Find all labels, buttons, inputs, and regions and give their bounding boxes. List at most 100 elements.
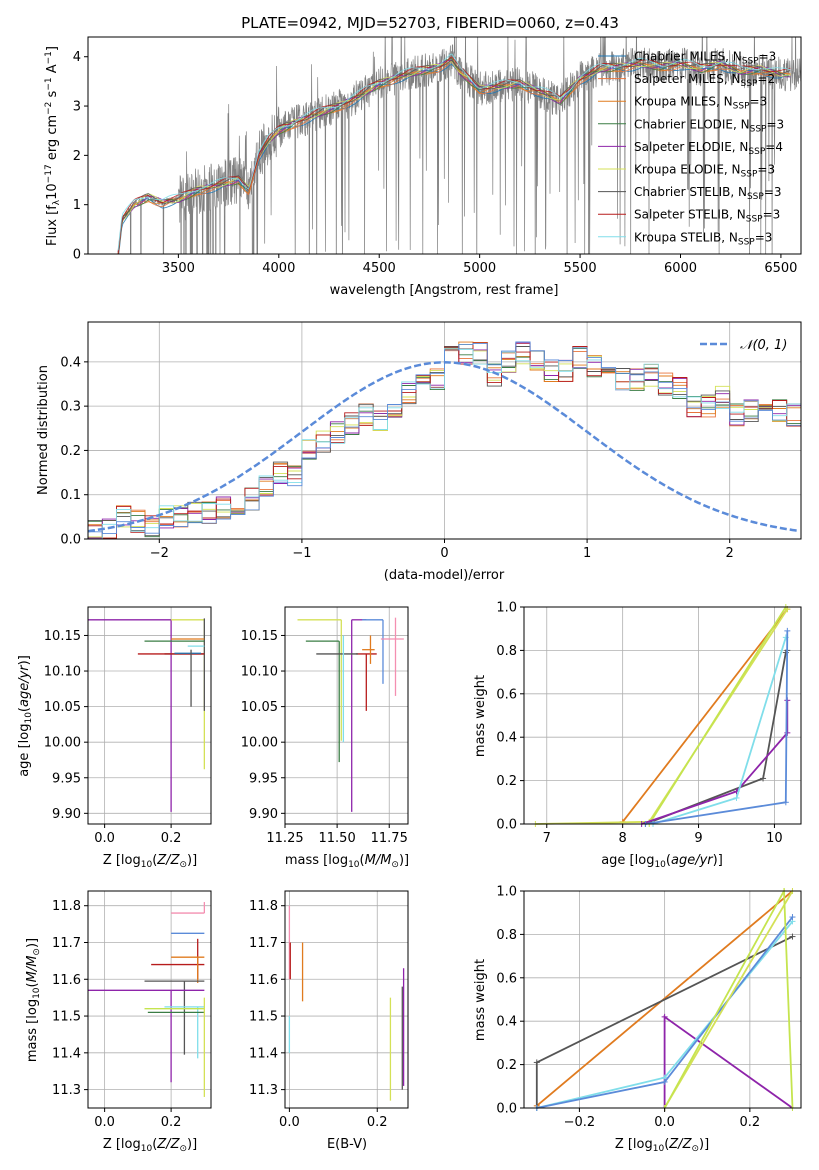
mass-vs-z-frame: [87, 890, 212, 1109]
x-tick-label: 0.0: [94, 1115, 115, 1130]
spectrum-xlabel: wavelength [Angstrom, rest frame]: [330, 283, 559, 298]
histogram-kroupa_miles: [88, 341, 801, 526]
y-tick-label: 11.7: [52, 936, 81, 951]
spectrum-ylabel: Flux [fλ10−17 erg cm−2 s−1 A−1]: [44, 46, 62, 246]
age-vs-z-frame: [87, 606, 212, 825]
x-tick-label: 11.50: [319, 831, 356, 846]
mass-vs-ebv-xlabel: E(B-V): [327, 1137, 367, 1152]
y-tick-label: 11.7: [249, 936, 278, 951]
x-tick-label: 6000: [664, 261, 697, 276]
x-tick-label: 7: [543, 831, 551, 846]
residuals-panel: −2 −1 0 1 2 0.0 0.1 0.2 0.3 0.4 (data-model)/erro…: [36, 321, 802, 583]
x-tick-label: 0.2: [740, 1115, 761, 1130]
legend-label-kroupa_miles: Kroupa MILES, NSSP=3: [634, 95, 767, 112]
age-vs-mass-xlabel: mass [log10(M/M⊙)]: [285, 853, 409, 870]
weight-line-kroupa_elodie: [535, 608, 789, 825]
weight-vs-z-panel: −0.2 0.0 0.2 0.0 0.2 0.4 0.6 0.8 1.0 Z [log10(Z/…: [473, 885, 802, 1154]
legend-label-chabrier_elodie: Chabrier ELODIE, NSSP=3: [634, 117, 784, 134]
errorbars: [88, 902, 206, 1097]
legend-subscript: SSP: [741, 79, 758, 89]
mass-vs-ebv-panel: 0.0 0.2 11.3 11.4 11.5 11.6 11.7 11.8 E(B-V): [249, 890, 409, 1152]
legend-suffix: =4: [765, 140, 783, 154]
histogram-salpeter_stelib: [88, 342, 801, 539]
x-tick-label: 4500: [363, 261, 396, 276]
model-line-chabrier_stelib: [117, 60, 791, 254]
y-tick-label: 11.4: [52, 1046, 81, 1061]
gaussian-curve: [88, 361, 799, 533]
y-tick-label: 11.5: [52, 1010, 81, 1025]
x-tick-label: 0.0: [654, 1115, 675, 1130]
x-tick-label: 6500: [764, 261, 797, 276]
errorbars: [297, 617, 404, 812]
y-tick-label: 0.8: [496, 644, 517, 659]
y-tick-label: 0: [73, 248, 81, 263]
y-tick-label: 0.2: [496, 1058, 517, 1073]
x-tick-label: −1: [292, 546, 311, 561]
y-tick-label: 0.0: [60, 533, 81, 548]
errorbars: [288, 905, 405, 1101]
legend-label-salpeter_stelib: Salpeter STELIB, NSSP=3: [634, 208, 780, 225]
y-tick-label: 11.3: [52, 1083, 81, 1098]
x-tick-label: 11.25: [266, 831, 303, 846]
y-tick-label: 9.90: [52, 807, 81, 822]
y-tick-label: 11.3: [249, 1083, 278, 1098]
weight-line-salpeter_elodie: [663, 1015, 794, 1109]
weight-vs-age-xlabel: age [log10(age/yr)]: [601, 853, 723, 870]
histogram-kroupa_elodie: [88, 344, 801, 539]
legend-suffix: =3: [766, 117, 784, 131]
y-tick-label: 1: [73, 198, 81, 213]
residuals-ylabel: Normed distribution: [36, 365, 51, 495]
legend-suffix: =3: [763, 208, 781, 222]
residuals-legend: 𝒩(0, 1): [700, 338, 787, 353]
weight-vs-z-ylabel: mass weight: [473, 959, 488, 1041]
y-tick-label: 11.4: [249, 1046, 278, 1061]
x-tick-label: 5500: [564, 261, 597, 276]
errorbars: [88, 618, 206, 812]
y-tick-label: 0.0: [496, 1102, 517, 1117]
y-tick-label: 0.3: [60, 400, 81, 415]
legend-suffix: =3: [755, 230, 773, 244]
spectrum-panel: 3500 4000 4500 5000 5500 6000 6500 0 1 2 3 4 wavele…: [44, 36, 802, 298]
x-tick-label: 2: [726, 546, 734, 561]
y-tick-label: 11.6: [52, 973, 81, 988]
age-vs-z-panel: 0.0 0.2 9.90 9.95 10.00 10.05 10.10 10.15 Z [lo…: [17, 606, 212, 870]
x-tick-label: 9: [694, 831, 702, 846]
x-tick-label: 0.0: [279, 1115, 300, 1130]
legend-subscript: SSP: [750, 124, 767, 134]
histogram-salpeter_miles: [88, 343, 801, 539]
x-tick-label: −0.2: [564, 1115, 596, 1130]
weight-lines: [532, 604, 791, 827]
model-line-kroupa_stelib: [117, 53, 791, 251]
legend-suffix: =3: [764, 185, 782, 199]
legend-subscript: SSP: [733, 102, 750, 112]
weight-vs-age-ylabel: mass weight: [473, 675, 488, 757]
x-tick-label: 0.2: [161, 1115, 182, 1130]
y-tick-label: 1.0: [496, 885, 517, 900]
age-vs-mass-frame: [284, 606, 409, 825]
y-tick-label: 10.00: [44, 736, 81, 751]
y-tick-label: 0.0: [496, 818, 517, 833]
legend-label-kroupa_elodie: Kroupa ELODIE, NSSP=3: [634, 163, 775, 180]
legend-subscript: SSP: [748, 147, 765, 157]
x-tick-label: 10: [766, 831, 783, 846]
y-tick-label: 3: [73, 100, 81, 115]
legend-label-salpeter_miles: Salpeter MILES, NSSP=2: [634, 72, 775, 89]
age-vs-mass-panel: 11.25 11.50 11.75 9.90 9.95 10.00 10.05 10.10 10…: [241, 606, 409, 870]
histogram-chabrier_elodie: [88, 347, 801, 539]
weight-vs-age-panel: 7 8 9 10 0.0 0.2 0.4 0.6 0.8 1.0 age [log10(age/y…: [473, 601, 802, 870]
age-vs-z-ylabel: age [log10(age/yr)]: [17, 655, 34, 777]
legend-subscript: SSP: [738, 237, 755, 247]
x-tick-label: 11.75: [371, 831, 408, 846]
y-tick-label: 9.95: [249, 771, 278, 786]
weight-vs-z-xlabel: Z [log10(Z/Z⊙)]: [615, 1137, 709, 1154]
x-tick-label: 0: [440, 546, 448, 561]
y-tick-label: 0.4: [60, 355, 81, 370]
model-line-kroupa_elodie: [117, 61, 791, 254]
mass-vs-z-xlabel: Z [log10(Z/Z⊙)]: [103, 1137, 197, 1154]
legend-label-chabrier_miles: Chabrier MILES, NSSP=3: [634, 50, 776, 67]
y-tick-label: 11.8: [249, 899, 278, 914]
weight-line-kroupa_elodie: [663, 890, 794, 1109]
x-tick-label: 1: [583, 546, 591, 561]
legend-suffix: =2: [757, 72, 775, 86]
mass-vs-z-panel: 0.0 0.2 11.3 11.4 11.5 11.6 11.7 11.8 Z [log10(…: [25, 890, 212, 1154]
